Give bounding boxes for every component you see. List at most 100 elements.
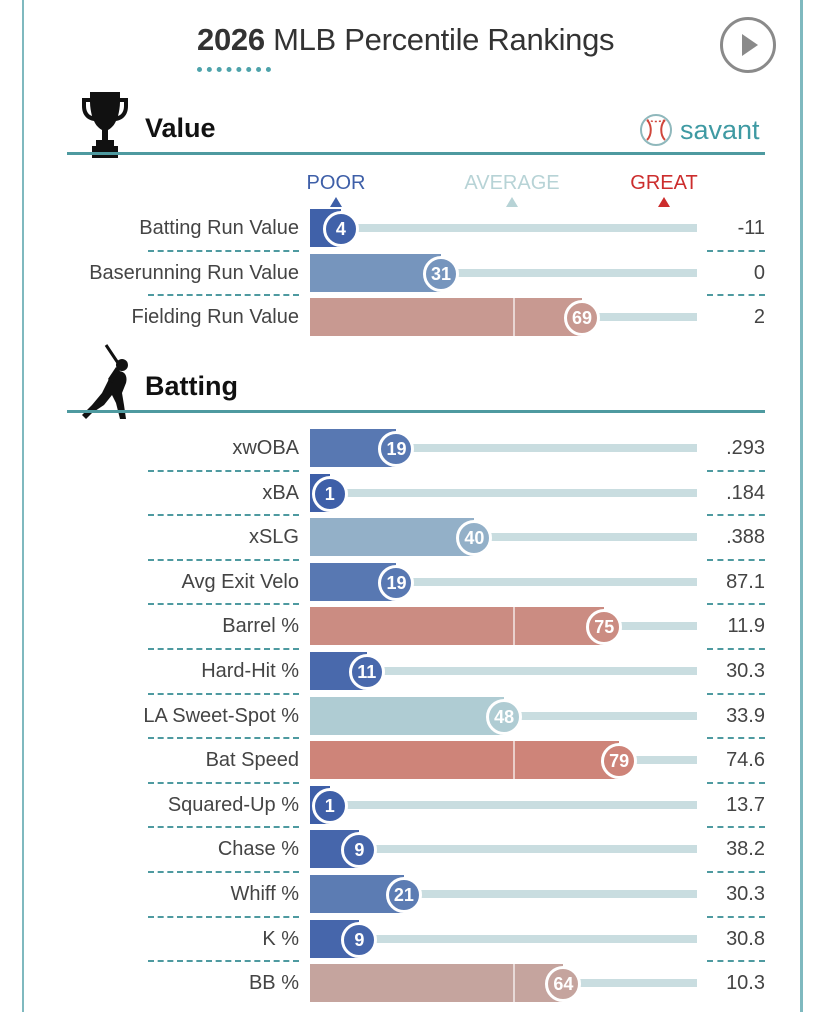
chart-row: BB % 64 10.3	[0, 964, 828, 1003]
trophy-icon	[82, 92, 128, 158]
percentile-circle[interactable]: 21	[385, 877, 422, 913]
percentile-circle[interactable]: 31	[423, 255, 459, 292]
row-separator	[148, 558, 299, 561]
stat-value: 30.8	[726, 927, 765, 950]
stat-value: 74.6	[726, 749, 765, 772]
chart-row: Chase % 9 38.2	[0, 830, 828, 869]
row-label: Barrel %	[222, 615, 299, 638]
percentile-circle[interactable]: 9	[341, 921, 378, 958]
percentile-bar	[310, 964, 564, 1003]
chart-row: xwOBA 19 .293	[0, 429, 828, 467]
percentile-circle[interactable]: 4	[322, 211, 359, 247]
title-year: 2026	[197, 22, 265, 57]
row-label: Avg Exit Velo	[181, 570, 299, 593]
percentile-circle[interactable]: 19	[378, 431, 415, 467]
row-separator	[707, 469, 765, 472]
row-separator	[148, 915, 299, 918]
percentile-circle[interactable]: 11	[348, 654, 385, 690]
row-separator	[148, 871, 299, 873]
chart-row: xBA 1 .184	[0, 473, 828, 512]
percentile-circle[interactable]: 48	[486, 698, 523, 735]
stat-value: 30.3	[726, 660, 765, 682]
row-separator	[707, 514, 765, 517]
row-separator	[148, 826, 299, 829]
percentile-track	[310, 845, 697, 854]
row-label: Baserunning Run Value	[89, 261, 299, 284]
stat-value: 10.3	[726, 972, 765, 995]
chart-row: Bat Speed 79 74.6	[0, 741, 828, 780]
percentile-circle[interactable]: 40	[456, 520, 493, 557]
percentile-circle[interactable]: 79	[601, 743, 638, 780]
row-label: Bat Speed	[205, 749, 299, 772]
chart-row: Fielding Run Value 69 2	[0, 298, 828, 337]
average-marker	[513, 964, 515, 1003]
row-separator	[707, 826, 765, 829]
row-label: BB %	[248, 972, 299, 995]
percentile-track	[310, 444, 697, 452]
stat-value: 30.3	[726, 883, 765, 905]
chart-row: Barrel % 75 11.9	[0, 607, 828, 646]
savant-logo-text: savant	[680, 114, 760, 145]
row-separator	[707, 915, 765, 918]
percentile-circle[interactable]: 1	[311, 787, 348, 824]
stat-value: 33.9	[726, 704, 765, 727]
row-separator	[707, 871, 765, 873]
row-separator	[707, 737, 765, 740]
percentile-circle[interactable]: 19	[378, 564, 415, 601]
row-label: Squared-Up %	[167, 793, 299, 816]
row-separator	[148, 737, 299, 740]
play-button[interactable]	[720, 17, 776, 73]
percentile-track	[310, 577, 697, 586]
row-separator	[707, 249, 765, 252]
row-separator	[148, 294, 299, 297]
percentile-circle[interactable]: 69	[563, 300, 600, 337]
row-separator	[707, 648, 765, 650]
page-left-border	[0, 0, 24, 1012]
row-label: Whiff %	[230, 883, 299, 905]
stat-value: .388	[726, 526, 765, 549]
average-marker	[513, 607, 515, 646]
row-separator	[707, 960, 765, 963]
row-label: Chase %	[217, 838, 299, 861]
chart-row: Batting Run Value 4 -11	[0, 209, 828, 247]
stat-value: 2	[753, 306, 765, 329]
savant-logo[interactable]: savant	[638, 112, 760, 148]
percentile-circle[interactable]: 75	[586, 609, 623, 646]
percentile-circle[interactable]: 9	[341, 832, 378, 869]
percentile-track	[310, 533, 697, 542]
legend-average: AVERAGE	[462, 172, 562, 207]
percentile-track	[310, 934, 697, 943]
percentile-bar	[310, 253, 441, 292]
percentile-circle[interactable]: 64	[545, 966, 582, 1003]
stat-value: -11	[737, 217, 765, 239]
stat-value: 11.9	[727, 615, 765, 638]
percentile-track	[310, 667, 697, 675]
row-label: K %	[262, 927, 299, 950]
percentile-circle[interactable]: 1	[311, 475, 348, 512]
row-separator	[707, 603, 765, 606]
section-title-value: Value	[145, 113, 216, 143]
chart-row: Hard-Hit % 11 30.3	[0, 652, 828, 690]
percentile-track	[310, 224, 697, 232]
row-separator	[148, 781, 299, 784]
row-separator	[148, 514, 299, 517]
batter-icon	[82, 344, 128, 419]
chart-row: Baserunning Run Value 31 0	[0, 253, 828, 292]
percentile-bar	[310, 607, 605, 646]
row-separator	[148, 603, 299, 606]
row-label: Fielding Run Value	[131, 306, 299, 329]
stat-value: 0	[753, 261, 765, 284]
play-icon	[742, 34, 758, 56]
stat-value: .184	[726, 481, 765, 504]
row-separator	[148, 648, 299, 650]
stat-value: 87.1	[726, 570, 765, 593]
percentile-track	[310, 800, 697, 809]
row-separator	[148, 249, 299, 252]
row-label: xwOBA	[232, 437, 299, 459]
percentile-track	[310, 268, 697, 277]
title-underline	[197, 67, 271, 72]
page-title: 2026 MLB Percentile Rankings	[197, 22, 615, 58]
row-label: xSLG	[248, 526, 299, 549]
legend-great: GREAT	[628, 172, 700, 207]
row-separator	[707, 692, 765, 695]
